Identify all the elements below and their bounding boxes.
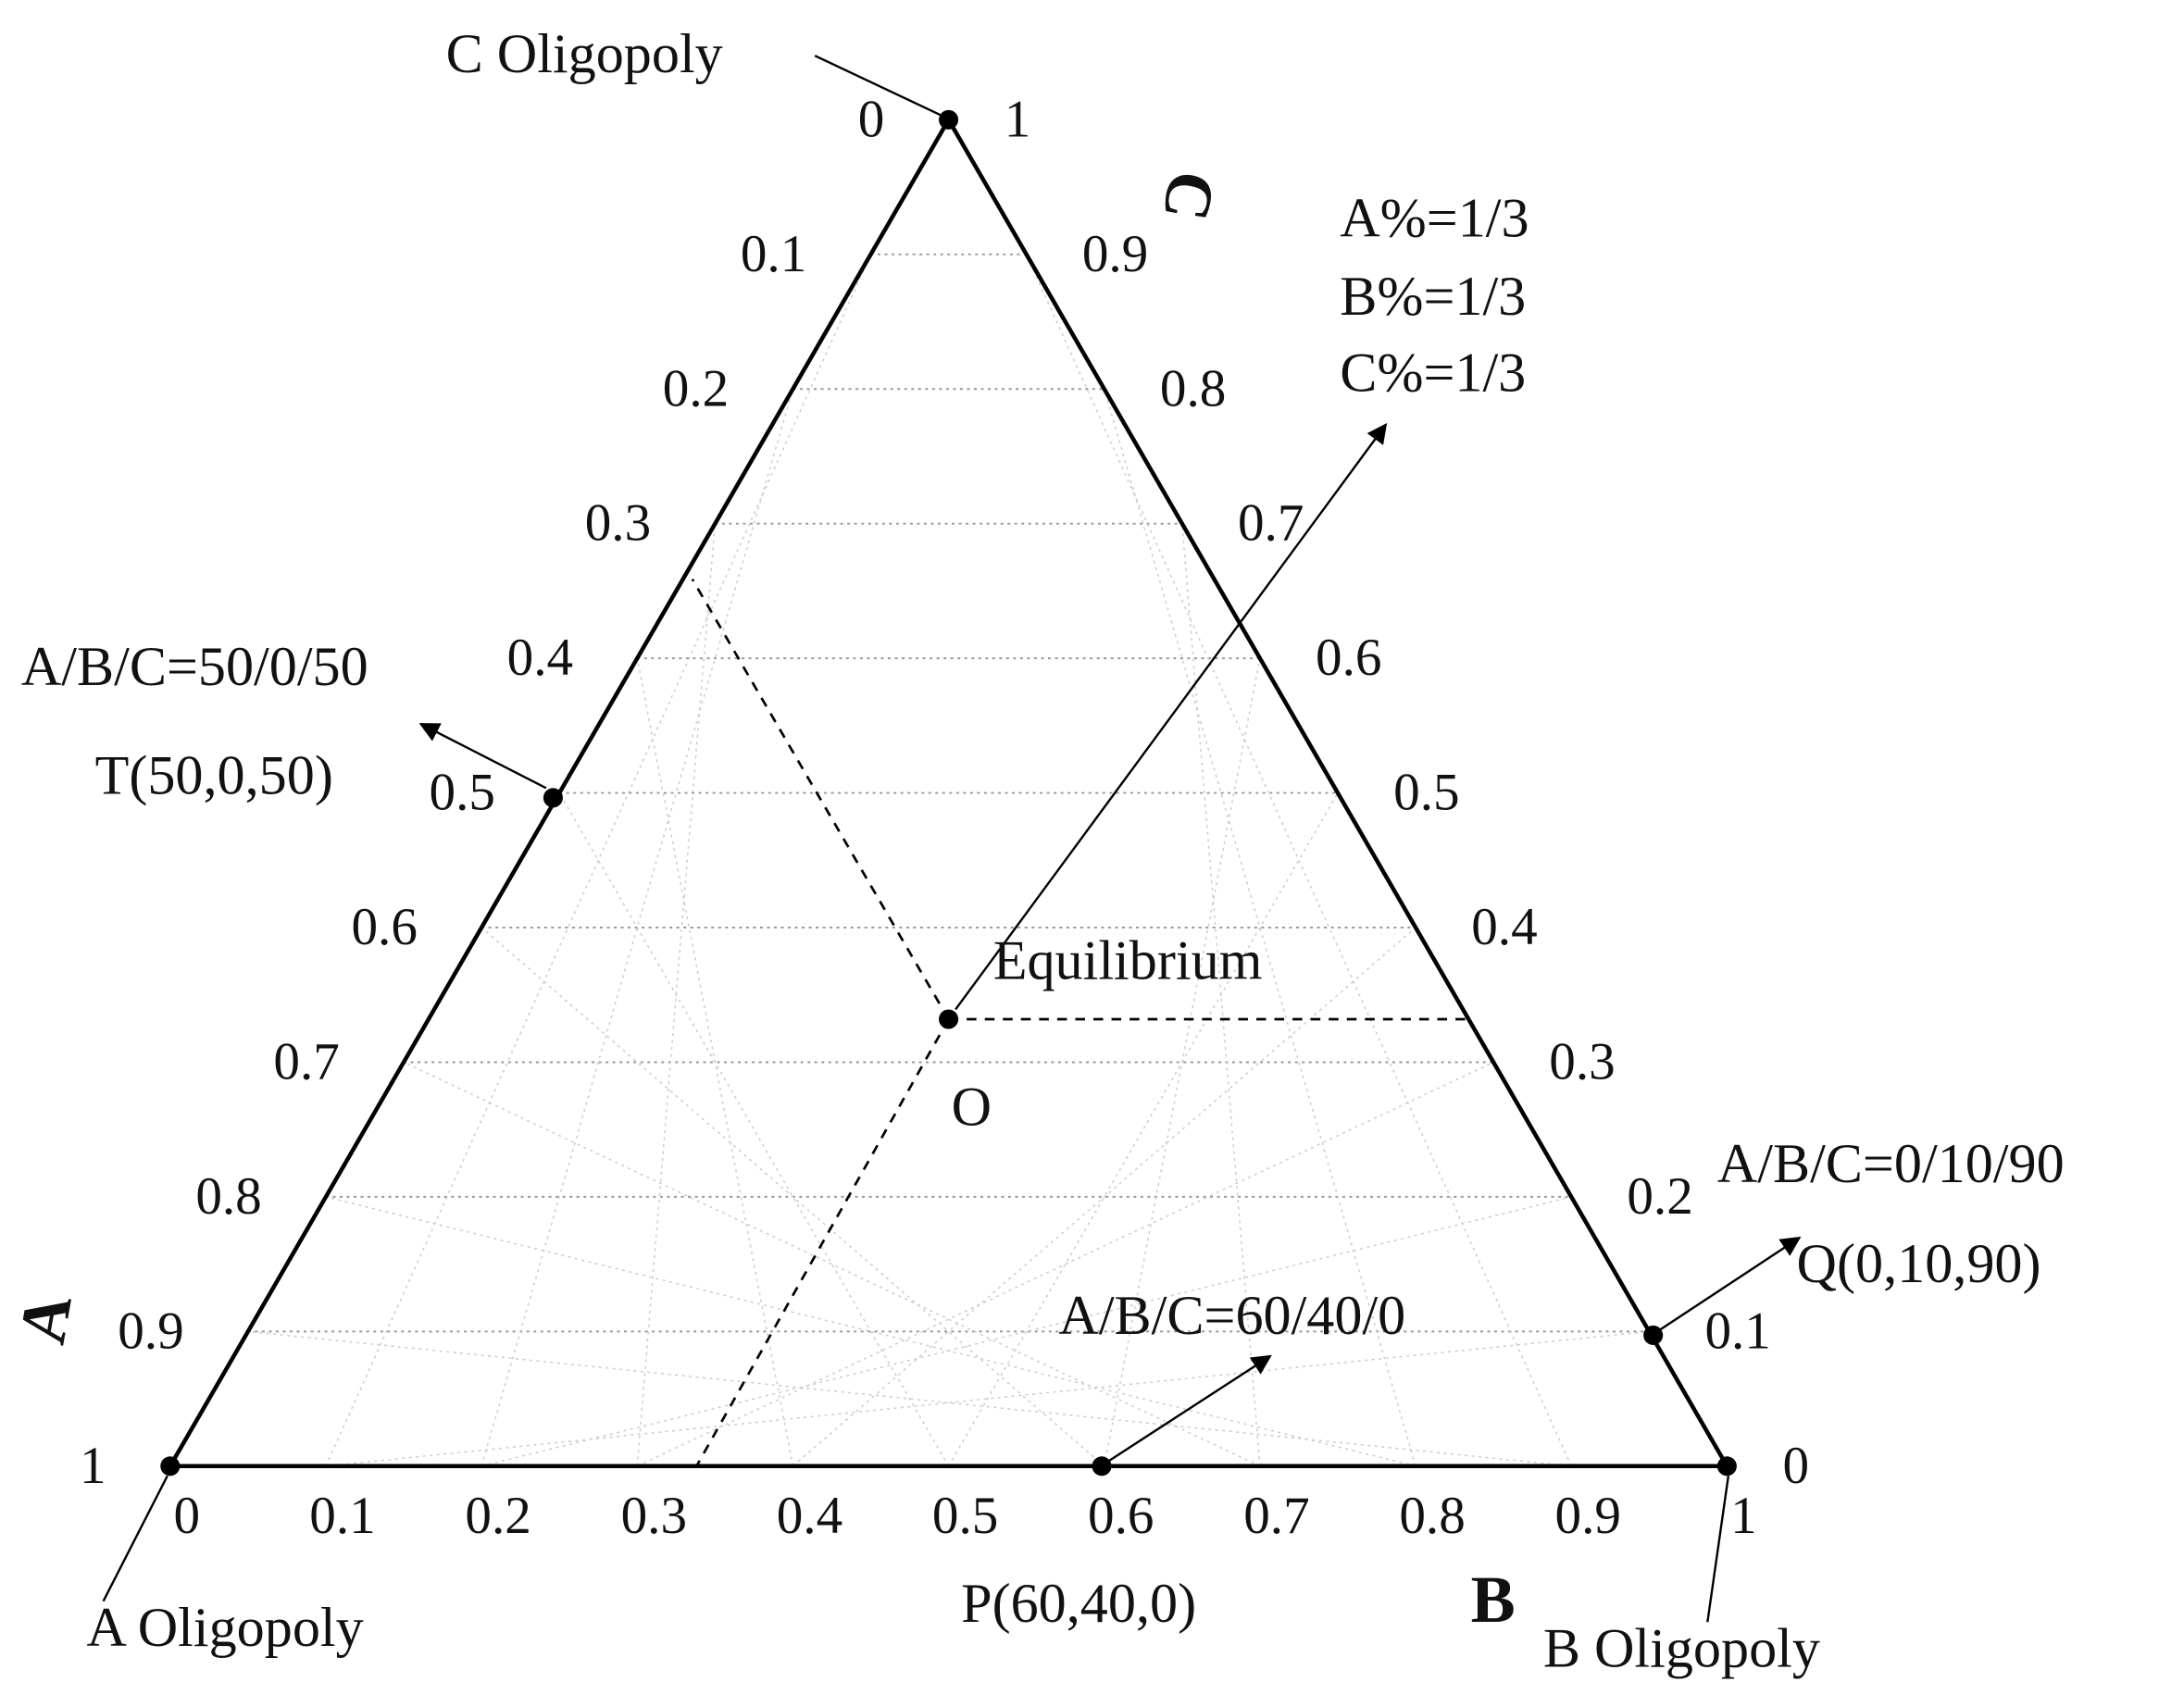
annotation: T(50,0,50)	[95, 744, 333, 806]
leader-line	[1706, 1476, 1730, 1623]
annotation: A/B/C=0/10/90	[1717, 1133, 2065, 1195]
grid-line	[1025, 254, 1572, 1467]
arrow	[1106, 1354, 1272, 1464]
tick-label: 0.5	[430, 764, 495, 822]
grid-line	[636, 523, 717, 1466]
tick-label: 1	[1005, 90, 1031, 148]
tick-label: 0.4	[1471, 898, 1537, 956]
tick-label: 0.2	[663, 359, 729, 417]
arrow	[418, 723, 547, 790]
tick-label: 0.6	[1316, 629, 1381, 687]
tick-label: 0.4	[507, 629, 573, 687]
tick-label: 0.3	[585, 494, 651, 553]
dashed-line	[695, 1018, 950, 1467]
tick-label: 1	[80, 1437, 106, 1495]
tick-label: 0.9	[118, 1302, 183, 1360]
grid-line	[1104, 389, 1416, 1467]
tick-label: 0.9	[1555, 1487, 1621, 1545]
grid-line	[1181, 523, 1261, 1466]
vertex-label: B Oligopoly	[1543, 1617, 1820, 1679]
grid-line	[558, 792, 950, 1467]
tick-label: 0.1	[1704, 1302, 1770, 1360]
tick-label: 0.6	[1088, 1487, 1154, 1545]
tick-label: 0.3	[1549, 1033, 1615, 1091]
tick-label: 0	[858, 90, 885, 148]
tick-label: 1	[1730, 1487, 1757, 1545]
grid-line	[480, 389, 794, 1467]
points	[160, 109, 1737, 1476]
annotation: A/B/C=60/40/0	[1058, 1285, 1405, 1347]
annotation: C%=1/3	[1340, 343, 1526, 405]
tick-label: 0	[1783, 1437, 1810, 1495]
vertex-label: A Oligopoly	[87, 1597, 364, 1659]
tick-label: 0	[174, 1487, 201, 1545]
tick-label: 0.1	[309, 1487, 375, 1545]
annotation: P(60,40,0)	[961, 1573, 1196, 1635]
tick-label: 0.1	[741, 225, 806, 283]
annotation: Q(0,10,90)	[1797, 1233, 2041, 1295]
tick-label: 0.7	[1243, 1487, 1309, 1545]
grid-line	[325, 1330, 1650, 1467]
grid-line	[636, 1061, 1494, 1467]
grid-line	[792, 927, 1416, 1467]
annotation: B%=1/3	[1340, 266, 1526, 328]
grid-line	[325, 1196, 1416, 1467]
point	[939, 109, 959, 130]
leader-line	[814, 55, 942, 117]
annotation: Equilibrium	[993, 929, 1263, 991]
grid-line	[325, 254, 872, 1467]
grid-line	[480, 1196, 1572, 1467]
vertex-label: C Oligopoly	[446, 23, 723, 85]
annotation: O	[952, 1076, 992, 1138]
arrow	[955, 422, 1388, 1011]
grid-line	[247, 1330, 1572, 1467]
tick-label: 0.8	[1160, 359, 1226, 417]
point	[160, 1456, 181, 1476]
tick-label: 0.6	[351, 898, 417, 956]
point	[939, 1009, 959, 1029]
axis-label: A	[5, 1289, 86, 1349]
grid-line	[1103, 657, 1261, 1466]
tick-label: 0.8	[195, 1167, 261, 1226]
dashed-line	[691, 579, 950, 1020]
tick-label: 0.4	[777, 1487, 842, 1545]
point	[1643, 1325, 1664, 1345]
axis-label: B	[1471, 1563, 1516, 1637]
tick-label: 0.7	[1238, 494, 1304, 553]
tick-label: 0.2	[1627, 1167, 1692, 1226]
grid-line	[403, 1061, 1261, 1467]
tick-label: 0.5	[1393, 764, 1459, 822]
tick-label: 0.3	[621, 1487, 687, 1545]
annotation: A/B/C=50/0/50	[21, 636, 368, 698]
tick-label: 0.2	[465, 1487, 530, 1545]
tick-label: 0.5	[932, 1487, 998, 1545]
point	[1092, 1456, 1112, 1476]
tick-label: 0.9	[1082, 225, 1148, 283]
grid-line	[947, 792, 1339, 1467]
leader-line	[102, 1475, 168, 1602]
grid-line	[480, 927, 1105, 1467]
annotation: A%=1/3	[1340, 188, 1529, 250]
point	[543, 788, 563, 808]
grid	[247, 253, 1650, 1467]
tick-label: 0.8	[1399, 1487, 1465, 1545]
point	[1716, 1456, 1737, 1476]
arrow	[1659, 1236, 1802, 1331]
axis-label: C	[1148, 166, 1229, 226]
tick-label: 0.7	[273, 1033, 339, 1091]
